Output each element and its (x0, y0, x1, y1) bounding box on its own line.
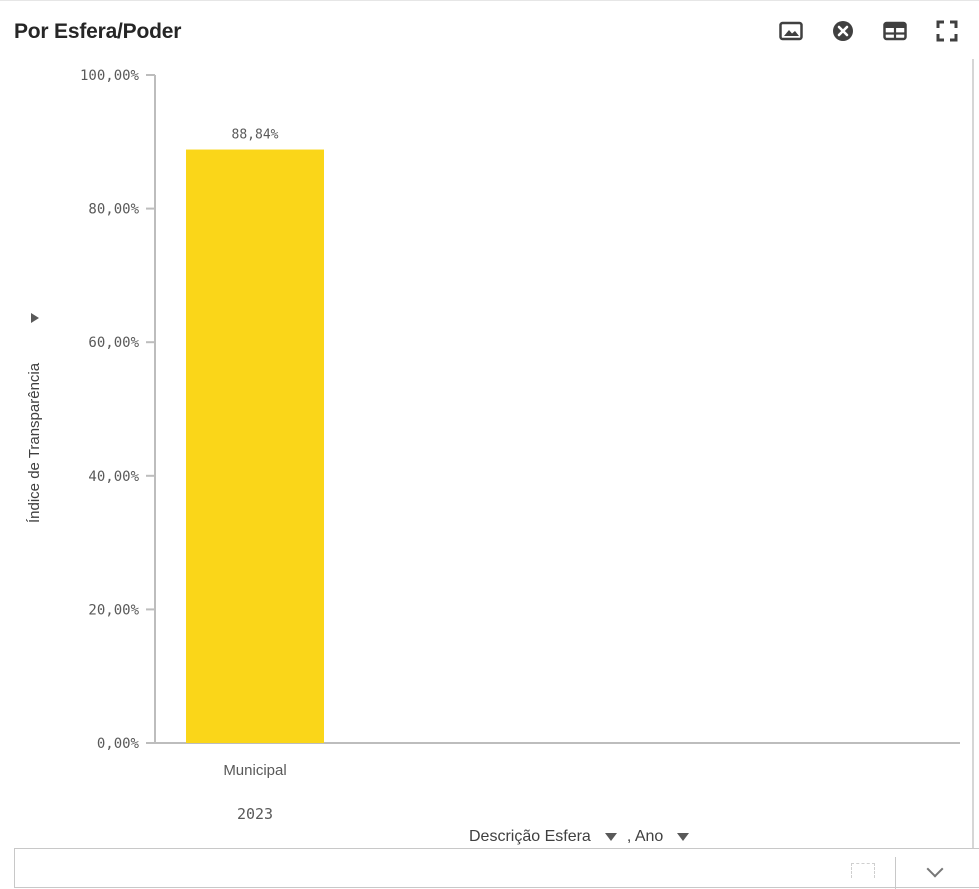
chart-toolbar (778, 18, 960, 44)
x-group-label: 2023 (237, 805, 273, 823)
y-axis-title: Índice de Transparência (26, 362, 43, 523)
y-tick-label: 60,00% (88, 335, 139, 351)
y-tick-label: 40,00% (88, 469, 139, 485)
descricao-esfera-dropdown-icon[interactable] (604, 833, 617, 841)
close-circle-icon (833, 21, 853, 41)
fullscreen-icon (936, 20, 958, 42)
fullscreen-button[interactable] (934, 18, 960, 44)
clear-selection-button[interactable] (830, 18, 856, 44)
y-axis-title-control[interactable]: Índice de Transparência (26, 311, 48, 541)
divider (895, 857, 896, 889)
export-image-button[interactable] (778, 18, 804, 44)
table-icon (883, 21, 907, 41)
bar[interactable] (186, 149, 324, 743)
y-axis-arrow-icon (31, 313, 39, 323)
y-tick-label: 100,00% (80, 68, 140, 84)
placeholder-icon (851, 863, 875, 878)
x-dimension-ano[interactable]: , Ano (626, 828, 664, 845)
panel-scroll-edge (972, 59, 979, 875)
y-tick-label: 80,00% (88, 202, 139, 218)
image-icon (779, 21, 803, 41)
chart-title: Por Esfera/Poder (14, 20, 182, 43)
next-panel-frame (14, 848, 979, 889)
data-label: 88,84% (232, 128, 279, 143)
show-table-button[interactable] (882, 18, 908, 44)
x-category-label: Municipal (223, 762, 286, 779)
y-tick-label: 20,00% (88, 602, 139, 618)
x-axis-title: Descrição Esfera , Ano (469, 828, 690, 846)
y-tick-label: 0,00% (97, 736, 140, 752)
x-dimension-descricao-esfera[interactable]: Descrição Esfera (469, 828, 591, 845)
ano-dropdown-icon[interactable] (677, 833, 690, 841)
